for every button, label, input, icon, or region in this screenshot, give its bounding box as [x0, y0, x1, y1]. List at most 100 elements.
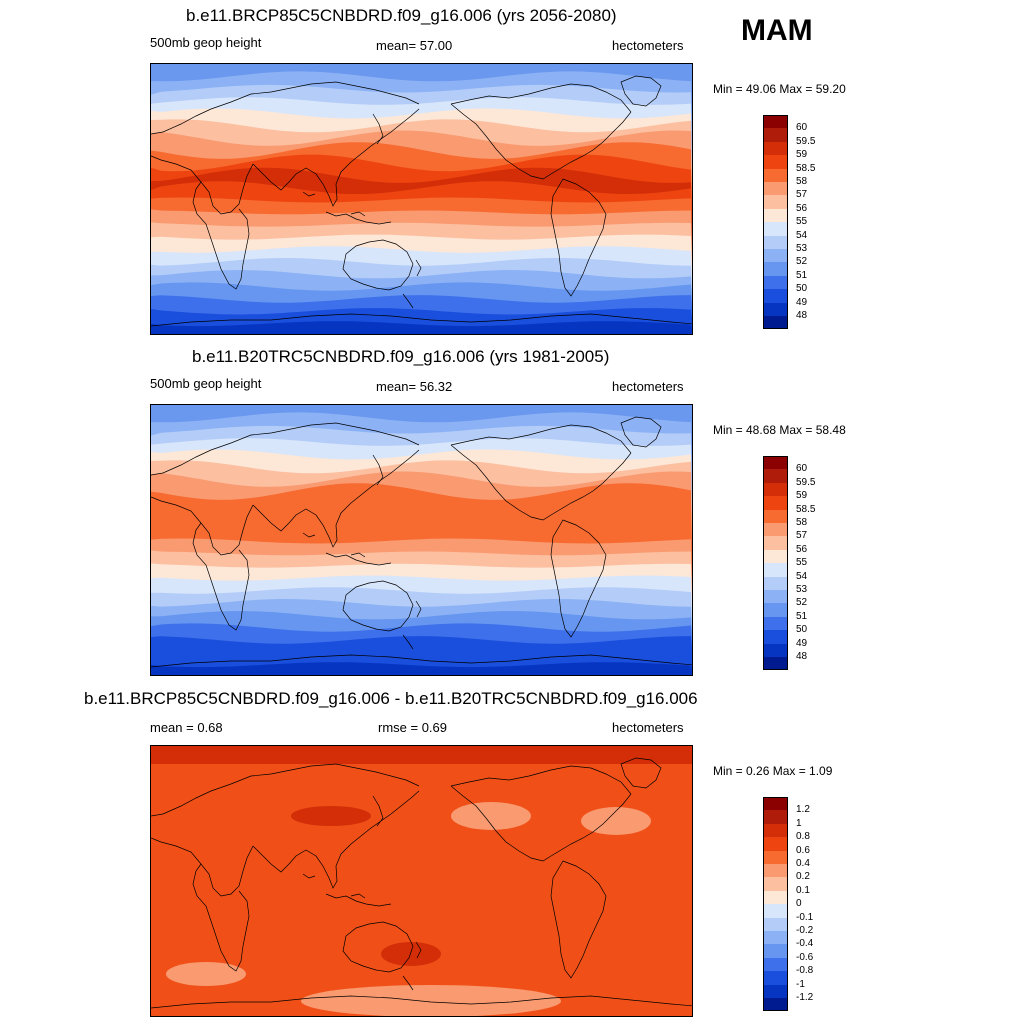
panel-3-minmax: Min = 0.26 Max = 1.09 [713, 764, 833, 778]
map-field [151, 64, 692, 334]
colorbar-label: -1.2 [796, 992, 814, 1003]
panel-3-mean-label: mean = 0.68 [150, 720, 223, 735]
colorbar-label: 50 [796, 624, 808, 636]
colorbar-swatch [763, 115, 788, 129]
colorbar-swatch [763, 275, 788, 290]
colorbar-swatch [763, 837, 788, 851]
colorbar-label: 0.2 [796, 871, 810, 883]
colorbar-swatch [763, 536, 788, 550]
colorbar-swatch [763, 182, 788, 196]
colorbar-label: 58.5 [796, 503, 816, 515]
contour-region [301, 985, 561, 1016]
colorbar-swatch [763, 155, 788, 169]
colorbar-label: 0.8 [796, 831, 810, 843]
colorbar-label: 57 [796, 189, 808, 201]
panel-3-units-label: hectometers [612, 720, 684, 735]
colorbar-swatch [763, 302, 788, 316]
colorbar-swatch [763, 523, 788, 537]
colorbar-label: 59.5 [796, 135, 816, 147]
panel-1-minmax: Min = 49.06 Max = 59.20 [713, 82, 846, 96]
colorbar-label: 1 [796, 817, 802, 829]
colorbar-swatch [763, 141, 788, 156]
colorbar-swatch [763, 616, 788, 631]
colorbar-label: 59.5 [796, 476, 816, 488]
colorbar-swatch [763, 563, 788, 577]
colorbar-swatch [763, 128, 788, 142]
colorbar-swatch [763, 168, 788, 182]
colorbar-label: 52 [796, 597, 808, 609]
colorbar-label: 51 [796, 269, 808, 281]
map-field [151, 746, 692, 1016]
colorbar-label: 53 [796, 584, 808, 595]
colorbar-swatch [763, 944, 788, 958]
colorbar-label: 49 [796, 637, 808, 649]
panel-2-map [150, 404, 693, 676]
colorbar-swatch [763, 509, 788, 523]
colorbar-label: 0 [796, 898, 802, 910]
panel-1-mean-label: mean= 57.00 [376, 38, 453, 53]
colorbar-swatch [763, 208, 788, 223]
panel-3-rmse-label: rmse = 0.69 [378, 720, 448, 735]
colorbar-swatch [763, 590, 788, 604]
colorbar-swatch [763, 456, 788, 470]
contour-region [151, 746, 692, 764]
colorbar-swatch [763, 984, 788, 998]
panel-2-variable-label: 500mb geop height [150, 376, 262, 391]
colorbar-label: 53 [796, 243, 808, 254]
colorbar-swatch [763, 482, 788, 497]
colorbar-label: 55 [796, 557, 808, 569]
colorbar-swatch [763, 316, 788, 330]
colorbar-swatch [763, 657, 788, 671]
colorbar-label: 58 [796, 517, 808, 528]
colorbar-label: -1 [796, 978, 805, 990]
colorbar-swatch [763, 262, 788, 276]
colorbar-label: 58 [796, 176, 808, 187]
contour-region [291, 806, 371, 826]
panel-1-map [150, 63, 693, 335]
colorbar-label: 48 [796, 310, 808, 321]
coastlines [151, 757, 692, 1009]
colorbar-label: 54 [796, 570, 808, 582]
colorbar-swatch [763, 823, 788, 838]
colorbar-label: 57 [796, 530, 808, 542]
colorbar-swatch [763, 864, 788, 878]
panel-1-title: b.e11.BRCP85C5CNBDRD.f09_g16.006 (yrs 20… [186, 6, 617, 25]
colorbar-label: -0.6 [796, 951, 814, 963]
colorbar-label: 52 [796, 256, 808, 268]
coastlines [151, 75, 692, 327]
colorbar-swatch [763, 904, 788, 918]
contour-region [381, 942, 441, 966]
colorbar-swatch [763, 643, 788, 657]
colorbar-swatch [763, 195, 788, 209]
colorbar-swatch [763, 496, 788, 510]
colorbar-label: 60 [796, 122, 808, 134]
panel-2-units-label: hectometers [612, 379, 684, 394]
colorbar-swatch [763, 576, 788, 590]
panel-3-map [150, 745, 693, 1017]
colorbar-swatch [763, 998, 788, 1012]
colorbar-label: 0.4 [796, 858, 810, 869]
colorbar-label: 60 [796, 463, 808, 475]
colorbar-label: 0.1 [796, 884, 810, 896]
colorbar-label: 54 [796, 229, 808, 241]
colorbar-label: 56 [796, 202, 808, 214]
colorbar-label: -0.8 [796, 965, 814, 977]
colorbar-swatch [763, 931, 788, 945]
colorbar-label: 59 [796, 490, 808, 502]
colorbar-label: 48 [796, 651, 808, 662]
colorbar-label: -0.2 [796, 925, 814, 936]
colorbar-swatch [763, 249, 788, 263]
colorbar-label: 51 [796, 610, 808, 622]
colorbar-swatch [763, 549, 788, 564]
contour-region [451, 802, 531, 830]
colorbar-swatch [763, 235, 788, 249]
colorbar-label: 59 [796, 149, 808, 161]
colorbar-label: 55 [796, 216, 808, 228]
colorbar-swatch [763, 289, 788, 303]
map-field [151, 405, 692, 675]
contour-region [151, 321, 692, 334]
panel-3-title: b.e11.BRCP85C5CNBDRD.f09_g16.006 - b.e11… [84, 689, 698, 708]
colorbar-swatch [763, 971, 788, 985]
colorbar-swatch [763, 917, 788, 931]
panel-1-units-label: hectometers [612, 38, 684, 53]
